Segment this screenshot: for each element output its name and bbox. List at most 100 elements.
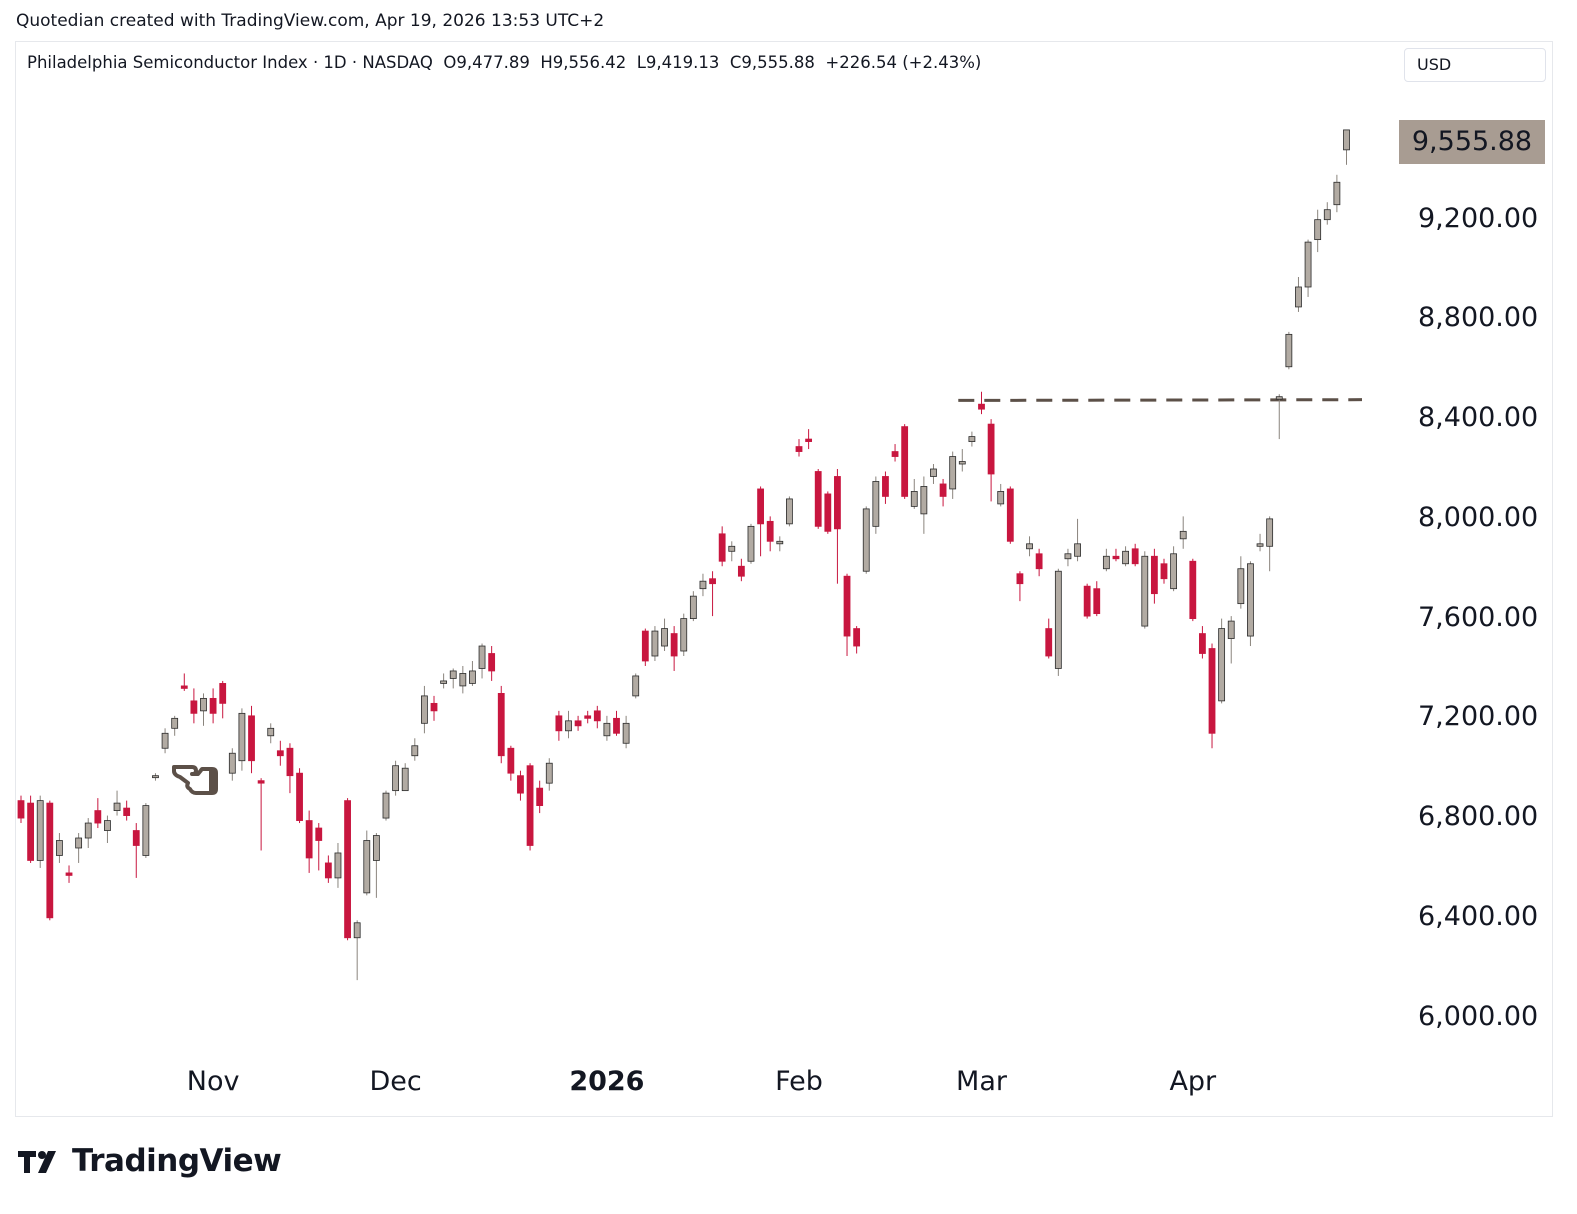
- candle[interactable]: [536, 780, 544, 814]
- candle[interactable]: [372, 833, 380, 898]
- candle[interactable]: [488, 646, 496, 681]
- candle[interactable]: [1304, 239, 1312, 297]
- candle[interactable]: [891, 444, 899, 462]
- candle[interactable]: [843, 573, 851, 656]
- candle[interactable]: [1208, 643, 1216, 749]
- candle[interactable]: [1314, 209, 1322, 253]
- candle[interactable]: [1131, 543, 1139, 567]
- candle[interactable]: [526, 763, 534, 851]
- candle[interactable]: [36, 795, 44, 868]
- candle[interactable]: [680, 613, 688, 656]
- candle[interactable]: [747, 523, 755, 564]
- candle[interactable]: [507, 745, 515, 781]
- candle[interactable]: [757, 486, 764, 557]
- candle[interactable]: [171, 715, 179, 736]
- candle[interactable]: [632, 673, 640, 699]
- candle[interactable]: [180, 673, 188, 691]
- candle[interactable]: [1150, 548, 1158, 604]
- candle[interactable]: [1112, 548, 1120, 562]
- candle[interactable]: [814, 469, 822, 529]
- candle[interactable]: [1227, 616, 1235, 664]
- candle[interactable]: [949, 451, 957, 499]
- candle[interactable]: [1045, 618, 1053, 659]
- candle[interactable]: [651, 626, 659, 661]
- candle[interactable]: [709, 571, 716, 617]
- candle[interactable]: [305, 810, 313, 873]
- candle[interactable]: [382, 790, 390, 821]
- candle[interactable]: [113, 790, 121, 816]
- candle[interactable]: [968, 431, 976, 447]
- candle[interactable]: [661, 618, 668, 652]
- candle[interactable]: [1179, 516, 1187, 549]
- candle[interactable]: [478, 643, 486, 679]
- candle[interactable]: [1323, 202, 1331, 225]
- candle[interactable]: [344, 798, 351, 941]
- candle[interactable]: [1266, 516, 1274, 572]
- candle[interactable]: [1199, 626, 1206, 659]
- candle[interactable]: [718, 526, 726, 567]
- currency-selector[interactable]: USD: [1404, 48, 1546, 82]
- candle[interactable]: [17, 795, 25, 824]
- candle[interactable]: [200, 693, 207, 726]
- candle[interactable]: [459, 665, 467, 694]
- candle[interactable]: [238, 708, 246, 771]
- candle[interactable]: [1006, 486, 1014, 544]
- candle[interactable]: [257, 778, 265, 851]
- candle[interactable]: [1016, 571, 1024, 602]
- candle[interactable]: [190, 688, 198, 724]
- candle[interactable]: [1218, 618, 1226, 704]
- candle[interactable]: [853, 626, 861, 654]
- candle[interactable]: [517, 770, 524, 801]
- candle[interactable]: [737, 558, 745, 582]
- candle[interactable]: [555, 710, 563, 741]
- candle[interactable]: [161, 728, 169, 754]
- candle[interactable]: [565, 710, 572, 739]
- candle[interactable]: [805, 429, 813, 450]
- candle[interactable]: [209, 688, 217, 724]
- candle[interactable]: [1343, 129, 1350, 165]
- candle[interactable]: [939, 478, 947, 507]
- candle[interactable]: [622, 715, 630, 749]
- candle[interactable]: [276, 740, 284, 766]
- candle[interactable]: [56, 833, 63, 863]
- candle[interactable]: [920, 476, 928, 534]
- candle[interactable]: [497, 685, 505, 764]
- candle[interactable]: [613, 710, 620, 736]
- candle[interactable]: [228, 748, 236, 781]
- candle[interactable]: [75, 833, 83, 863]
- candle[interactable]: [776, 536, 784, 552]
- candle[interactable]: [997, 483, 1005, 507]
- candle[interactable]: [286, 743, 294, 794]
- candle[interactable]: [603, 715, 611, 741]
- candle[interactable]: [363, 830, 371, 896]
- candle[interactable]: [65, 865, 73, 883]
- candle[interactable]: [315, 823, 323, 871]
- resistance-line[interactable]: [958, 398, 1363, 402]
- candle[interactable]: [353, 920, 361, 981]
- candle[interactable]: [142, 803, 150, 858]
- candle[interactable]: [421, 685, 428, 734]
- candle[interactable]: [1189, 558, 1197, 622]
- candle[interactable]: [392, 760, 399, 796]
- candle[interactable]: [1295, 277, 1302, 312]
- candle[interactable]: [641, 628, 649, 666]
- candle[interactable]: [901, 424, 909, 499]
- candle[interactable]: [1275, 394, 1283, 440]
- candle[interactable]: [910, 478, 918, 509]
- candle[interactable]: [132, 823, 140, 878]
- candle[interactable]: [872, 476, 880, 534]
- candle[interactable]: [958, 449, 966, 472]
- candle[interactable]: [296, 768, 303, 824]
- candle[interactable]: [862, 506, 870, 574]
- candle[interactable]: [1333, 174, 1341, 213]
- candle[interactable]: [94, 798, 102, 829]
- candle[interactable]: [219, 680, 227, 719]
- candle[interactable]: [689, 591, 697, 622]
- candle[interactable]: [334, 843, 342, 888]
- candle[interactable]: [670, 626, 678, 671]
- candle[interactable]: [978, 391, 985, 415]
- candle[interactable]: [1035, 548, 1043, 577]
- candle[interactable]: [987, 419, 995, 502]
- candle[interactable]: [1170, 546, 1177, 592]
- candle[interactable]: [84, 818, 92, 848]
